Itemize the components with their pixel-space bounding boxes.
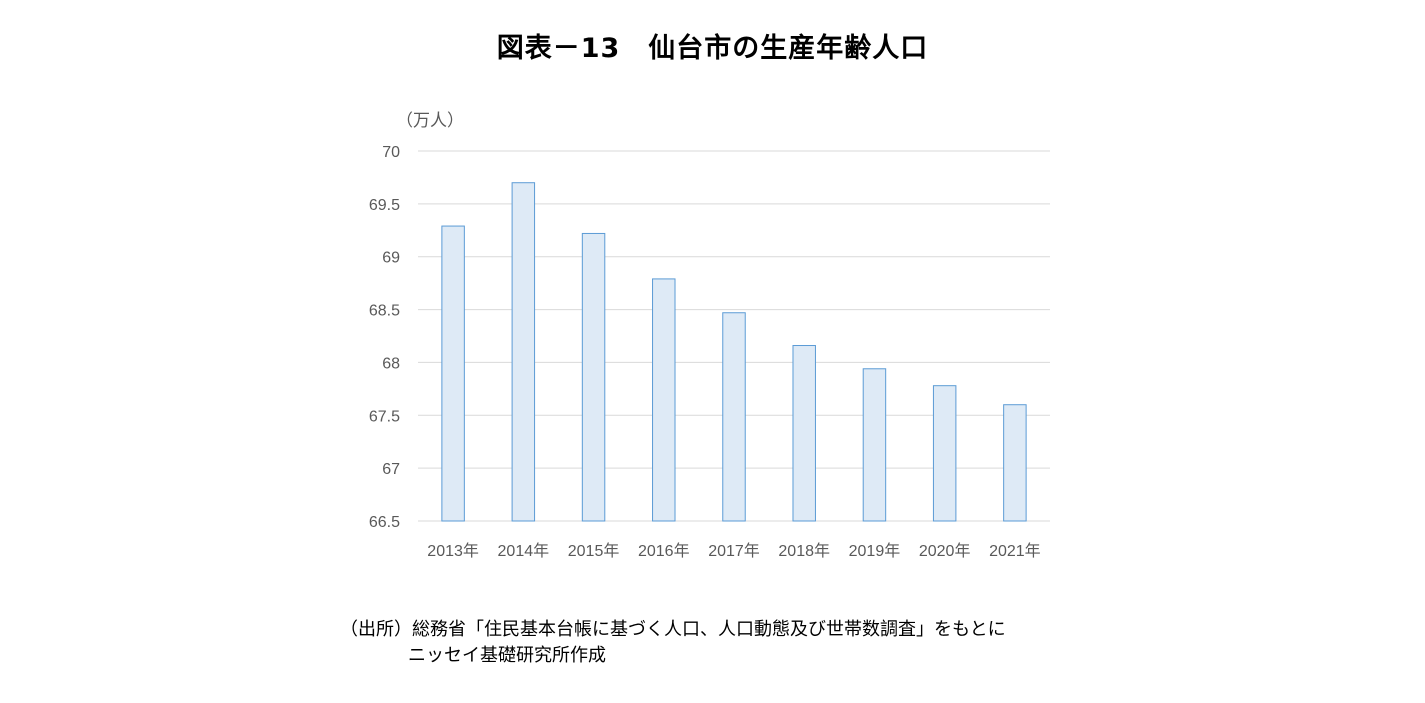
y-tick-label: 66.5	[369, 514, 400, 531]
y-tick-label: 70	[382, 144, 400, 161]
x-tick-label: 2020年	[919, 542, 971, 560]
x-tick-label: 2018年	[778, 542, 830, 560]
bars	[441, 182, 1027, 522]
bar-2019年	[862, 368, 887, 522]
x-tick-label: 2016年	[638, 542, 690, 560]
bar-2020年	[932, 385, 957, 522]
y-tick-label: 69.5	[369, 197, 400, 214]
bar-2021年	[1003, 404, 1027, 522]
source-line-2: ニッセイ基礎研究所作成	[408, 645, 606, 666]
y-tick-label: 69	[382, 250, 400, 267]
y-tick-label: 67.5	[369, 408, 400, 425]
x-tick-label: 2021年	[989, 542, 1041, 560]
x-tick-label: 2019年	[849, 542, 901, 560]
x-tick-label: 2017年	[708, 542, 760, 560]
source-line-1: （出所）総務省「住民基本台帳に基づく人口、人口動態及び世帯数調査」をもとに	[340, 619, 1006, 640]
y-tick-label: 68	[382, 355, 400, 372]
bar-2018年	[792, 345, 816, 522]
bar-2017年	[722, 312, 746, 522]
y-axis-ticks: 66.5 67 67.5 68 68.5 69 69.5 70	[369, 144, 400, 531]
chart-title: 図表－13 仙台市の生産年齢人口	[496, 33, 929, 64]
y-tick-label: 68.5	[369, 303, 400, 320]
x-tick-label: 2015年	[568, 542, 620, 560]
x-axis-ticks: 2013年 2014年 2015年 2016年 2017年 2018年 2019年 2020年…	[427, 542, 1040, 560]
bar-2013年	[441, 225, 465, 522]
bar-2014年	[511, 182, 536, 522]
y-tick-label: 67	[382, 461, 400, 478]
bar-2016年	[652, 278, 676, 522]
y-axis-unit-label: （万人）	[396, 111, 464, 131]
x-tick-label: 2014年	[498, 542, 550, 560]
bar-2015年	[581, 232, 606, 522]
x-tick-label: 2013年	[427, 542, 479, 560]
source-note: （出所）総務省「住民基本台帳に基づく人口、人口動態及び世帯数調査」をもとに ニッ…	[340, 617, 1006, 669]
